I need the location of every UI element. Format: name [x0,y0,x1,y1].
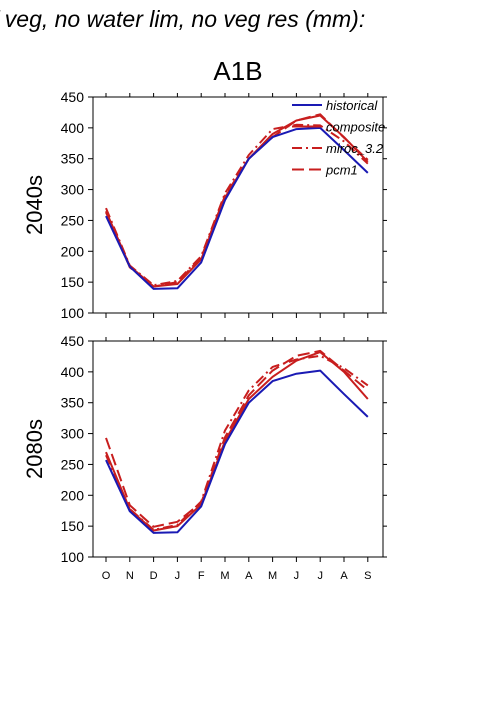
y-tick-label: 300 [61,426,85,442]
y-tick-label: 300 [61,182,85,198]
panel-1: 100 150 200 250 300 350 400 450 2040s historical c… [22,89,387,321]
series-line-pcm1 [105,349,369,528]
y-tick-label: 100 [61,305,85,321]
y-tick-label: 200 [61,243,85,259]
y-tick-label: 400 [61,364,85,380]
x-tick-label: D [150,570,158,582]
y-tick-label: 250 [61,212,85,228]
x-tick-label: O [102,570,111,582]
scenario-title: A1B [213,56,262,86]
x-tick-label: J [317,570,323,582]
y-tick-label: 250 [61,456,85,472]
legend-label: historical [326,98,378,113]
x-tick-label: J [294,570,300,582]
plot-frame [92,340,384,558]
x-tick-label: J [175,570,181,582]
panel-2: 100 150 200 250 300 350 400 450 O N D J F M A M J J A S 2080… [22,333,387,582]
y-tick-label: 350 [61,395,85,411]
y-tick-label: 450 [61,89,85,105]
y-tick-label: 450 [61,333,85,349]
y-tick-label: 400 [61,120,85,136]
series-line-historical [105,369,369,534]
x-tick-label: A [245,570,253,582]
series-line-miroc-3-2 [105,123,369,287]
y-tick-label: 200 [61,487,85,503]
x-tick-label: M [268,570,277,582]
series-line-pcm1 [105,113,369,288]
x-tick-label: M [220,570,229,582]
series-line-miroc-3-2 [105,354,369,531]
legend-label: pcm1 [325,163,358,178]
plot-frame [92,96,384,314]
y-tick-label: 150 [61,274,85,290]
legend-label: composite [326,120,385,135]
legend-label: miroc_3.2 [326,141,384,156]
x-tick-label: S [364,570,371,582]
x-tick-label: F [198,570,205,582]
series-line-historical [105,126,369,290]
panels: 100 150 200 250 300 350 400 450 2040s historical c… [22,89,387,582]
y-axis-label: 2040s [22,175,47,235]
y-tick-label: 100 [61,549,85,565]
y-tick-label: 150 [61,518,85,534]
x-tick-label: A [340,570,348,582]
y-axis-label: 2080s [22,419,47,479]
y-tick-label: 350 [61,151,85,167]
figure-title: f veg, no water lim, no veg res (mm): [0,6,365,32]
x-tick-label: N [126,570,134,582]
